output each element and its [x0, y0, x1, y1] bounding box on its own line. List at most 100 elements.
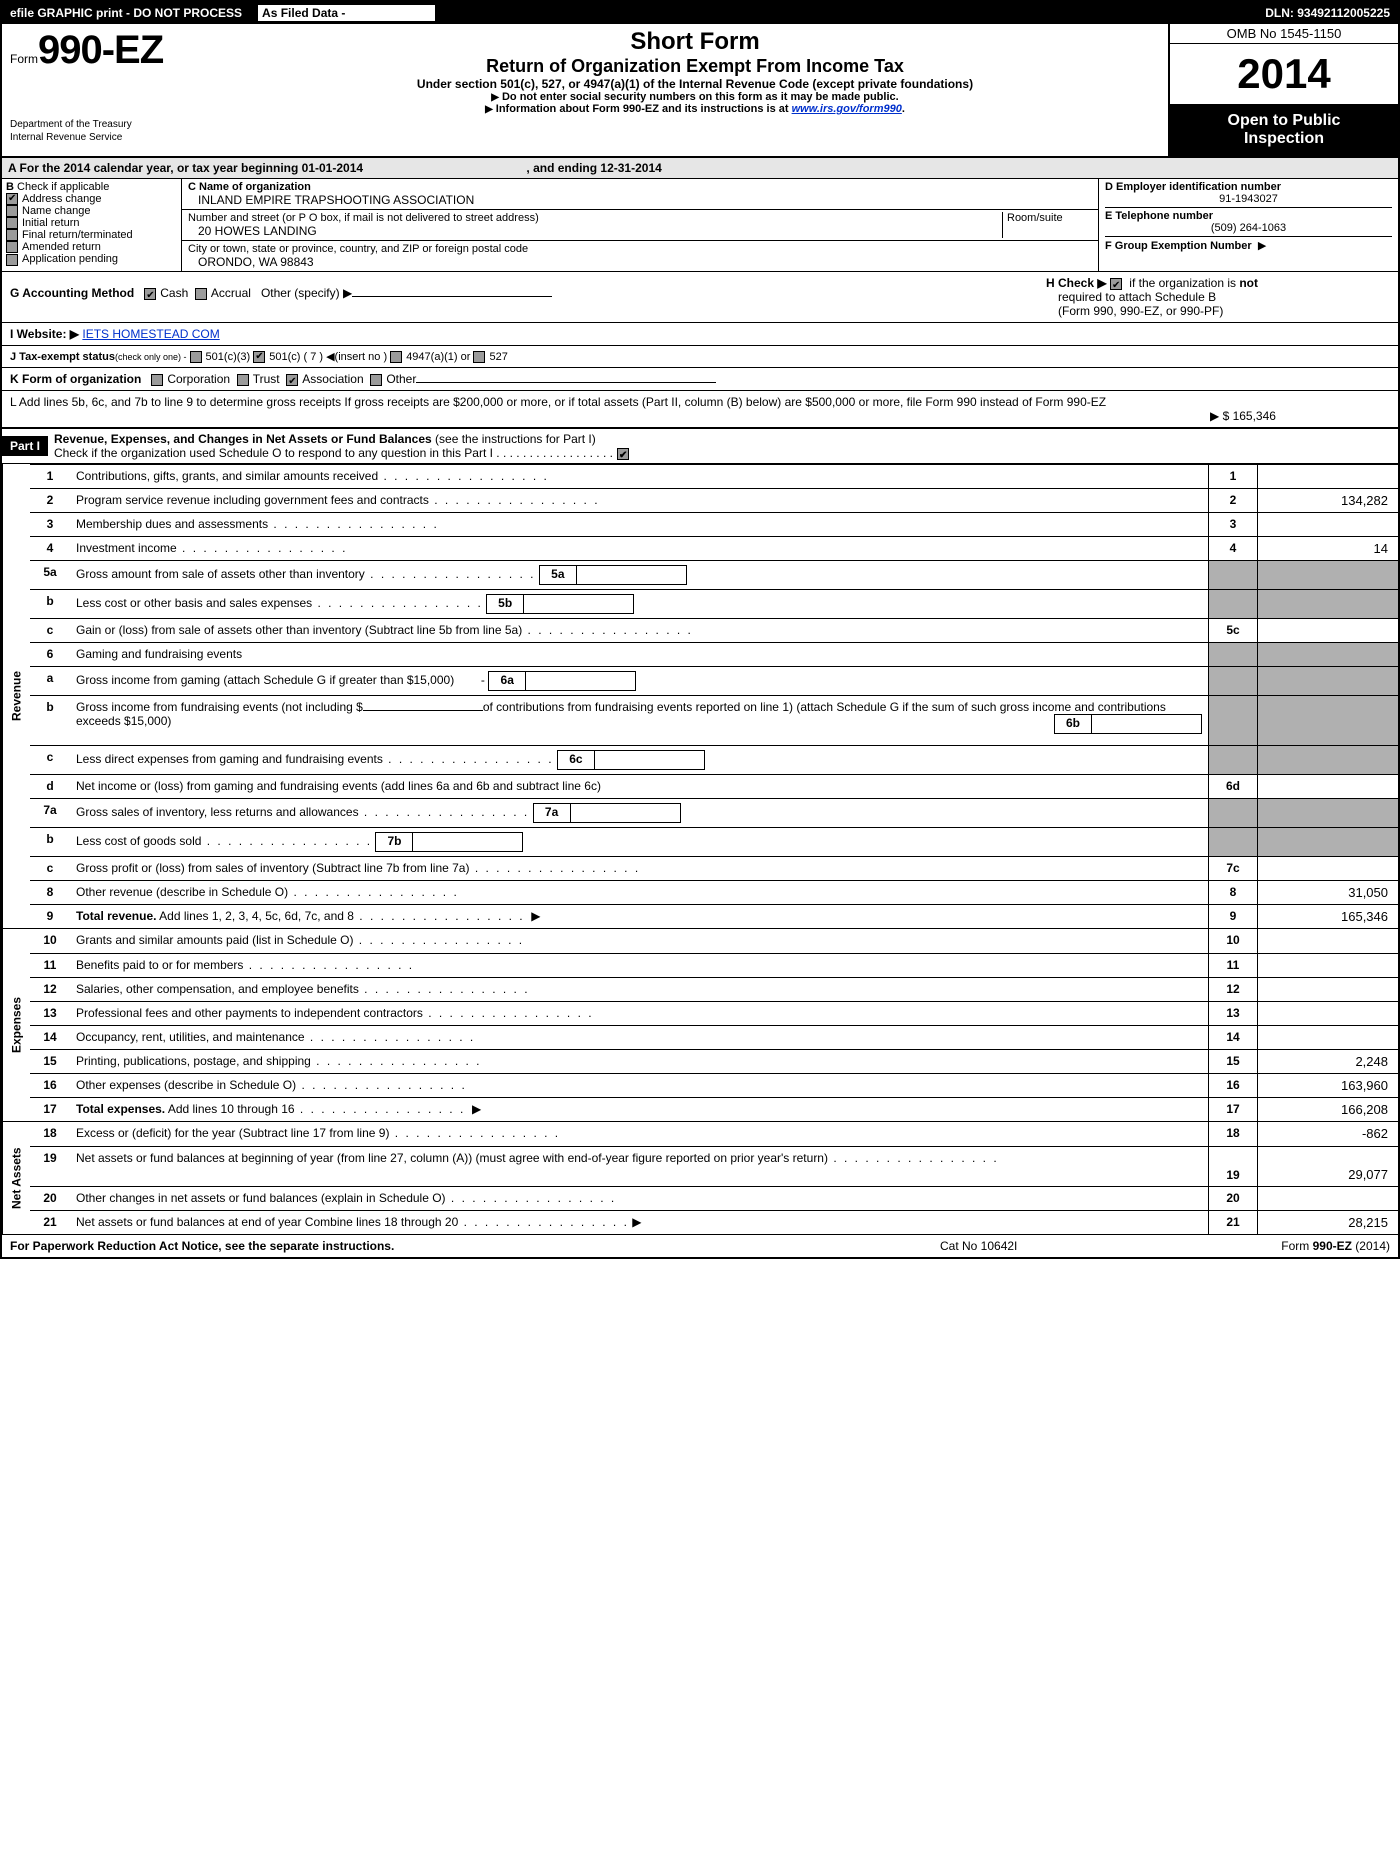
room-suite-label: Room/suite: [1002, 212, 1092, 238]
sub5a-val[interactable]: [577, 565, 687, 585]
n6c: c: [30, 746, 70, 774]
sub7b: 7b: [375, 832, 413, 852]
chk-other-org[interactable]: [370, 374, 382, 386]
chk-part1-scho[interactable]: [617, 448, 629, 460]
k-opt0: Corporation: [167, 372, 230, 386]
b18: 18: [1208, 1122, 1258, 1146]
i-label: I Website: ▶: [10, 327, 79, 341]
sub6a-val[interactable]: [526, 671, 636, 691]
city: ORONDO, WA 98843: [188, 255, 1092, 269]
irs-link[interactable]: www.irs.gov/form990: [792, 103, 902, 115]
form-id: Form990-EZ: [10, 28, 214, 73]
a19: 29,077: [1258, 1147, 1398, 1186]
a14: [1258, 1026, 1398, 1049]
sub5a: 5a: [539, 565, 577, 585]
b16: 16: [1208, 1074, 1258, 1097]
h-line2: required to attach Schedule B: [1046, 290, 1216, 304]
form-prefix: Form: [10, 52, 38, 66]
sub7a-val[interactable]: [571, 803, 681, 823]
phone: (509) 264-1063: [1105, 222, 1392, 234]
n15: 15: [30, 1050, 70, 1073]
section-h: H Check ▶ if the organization is not req…: [1038, 272, 1398, 322]
chk-amended[interactable]: [6, 241, 18, 253]
chk-final-return[interactable]: [6, 229, 18, 241]
b11: 11: [1208, 954, 1258, 977]
section-k: K Form of organization Corporation Trust…: [2, 368, 1398, 391]
g-accrual: Accrual: [211, 286, 251, 300]
b13: 13: [1208, 1002, 1258, 1025]
b-item-3: Final return/terminated: [22, 229, 133, 241]
c-label: C Name of organization: [188, 181, 1092, 193]
chk-assoc[interactable]: [286, 374, 298, 386]
b6d: 6d: [1208, 775, 1258, 798]
website-link[interactable]: IETS HOMESTEAD COM: [82, 327, 219, 341]
note-info: Information about Form 990-EZ and its in…: [232, 103, 1158, 115]
n12: 12: [30, 978, 70, 1001]
chk-527[interactable]: [473, 351, 485, 363]
a11: [1258, 954, 1398, 977]
chk-501c3[interactable]: [190, 351, 202, 363]
b-item-0: Address change: [22, 193, 102, 205]
section-i: I Website: ▶ IETS HOMESTEAD COM: [2, 323, 1398, 346]
k-opt3: Other: [386, 372, 416, 386]
d4: Investment income: [70, 537, 1208, 560]
a17: 166,208: [1258, 1098, 1398, 1121]
a5c: [1258, 619, 1398, 642]
chk-accrual[interactable]: [195, 288, 207, 300]
chk-name-change[interactable]: [6, 205, 18, 217]
top-bar: efile GRAPHIC print - DO NOT PROCESS As …: [2, 2, 1398, 24]
a13: [1258, 1002, 1398, 1025]
section-c: C Name of organization INLAND EMPIRE TRA…: [182, 179, 1098, 271]
k-opt2: Association: [302, 372, 363, 386]
netassets-block: Net Assets 18Excess or (deficit) for the…: [2, 1121, 1398, 1234]
sub5b: 5b: [486, 594, 524, 614]
n16: 16: [30, 1074, 70, 1097]
chk-cash[interactable]: [144, 288, 156, 300]
note-ssn: Do not enter social security numbers on …: [232, 91, 1158, 103]
sub5b-val[interactable]: [524, 594, 634, 614]
d8: Other revenue (describe in Schedule O): [70, 881, 1208, 904]
chk-h[interactable]: [1110, 278, 1122, 290]
header-row: Form990-EZ Department of the Treasury In…: [2, 24, 1398, 158]
sub6b-val[interactable]: [1092, 714, 1202, 734]
form-number: 990-EZ: [38, 28, 163, 72]
a16: 163,960: [1258, 1074, 1398, 1097]
dept-treasury: Department of the Treasury: [10, 119, 214, 130]
d5b: Less cost or other basis and sales expen…: [70, 590, 1208, 618]
d3: Membership dues and assessments: [70, 513, 1208, 536]
d6b: Gross income from fundraising events (no…: [70, 696, 1208, 745]
chk-initial-return[interactable]: [6, 217, 18, 229]
j-opt2: 4947(a)(1) or: [406, 351, 470, 363]
h-line3: (Form 990, 990-EZ, or 990-PF): [1046, 304, 1223, 318]
d6: Gaming and fundraising events: [70, 643, 1208, 666]
chk-address-change[interactable]: [6, 193, 18, 205]
dept-irs: Internal Revenue Service: [10, 132, 214, 143]
d5a: Gross amount from sale of assets other t…: [70, 561, 1208, 589]
sub7b-val[interactable]: [413, 832, 523, 852]
n17: 17: [30, 1098, 70, 1121]
section-def: D Employer identification number 91-1943…: [1098, 179, 1398, 271]
netassets-lines: 18Excess or (deficit) for the year (Subt…: [30, 1122, 1398, 1234]
header-right: OMB No 1545-1150 2014 Open to Public Ins…: [1168, 24, 1398, 156]
sub6c-val[interactable]: [595, 750, 705, 770]
section-g: G Accounting Method Cash Accrual Other (…: [2, 272, 1038, 322]
sub7a: 7a: [533, 803, 571, 823]
b21: 21: [1208, 1211, 1258, 1234]
part1-note: (see the instructions for Part I): [435, 432, 596, 446]
chk-501c[interactable]: [253, 351, 265, 363]
footer-left: For Paperwork Reduction Act Notice, see …: [10, 1239, 394, 1253]
n18: 18: [30, 1122, 70, 1146]
j-opt0: 501(c)(3): [206, 351, 251, 363]
n5b: b: [30, 590, 70, 618]
chk-4947[interactable]: [390, 351, 402, 363]
street-label: Number and street (or P O box, if mail i…: [188, 212, 1002, 224]
chk-application-pending[interactable]: [6, 254, 18, 266]
side-netassets: Net Assets: [2, 1122, 30, 1234]
chk-trust[interactable]: [237, 374, 249, 386]
k-opt1: Trust: [253, 372, 280, 386]
chk-corp[interactable]: [151, 374, 163, 386]
d6a: Gross income from gaming (attach Schedul…: [70, 667, 1208, 695]
b2: 2: [1208, 489, 1258, 512]
section-a-ending: , and ending 12-31-2014: [526, 161, 661, 175]
header-center: Short Form Return of Organization Exempt…: [222, 24, 1168, 156]
